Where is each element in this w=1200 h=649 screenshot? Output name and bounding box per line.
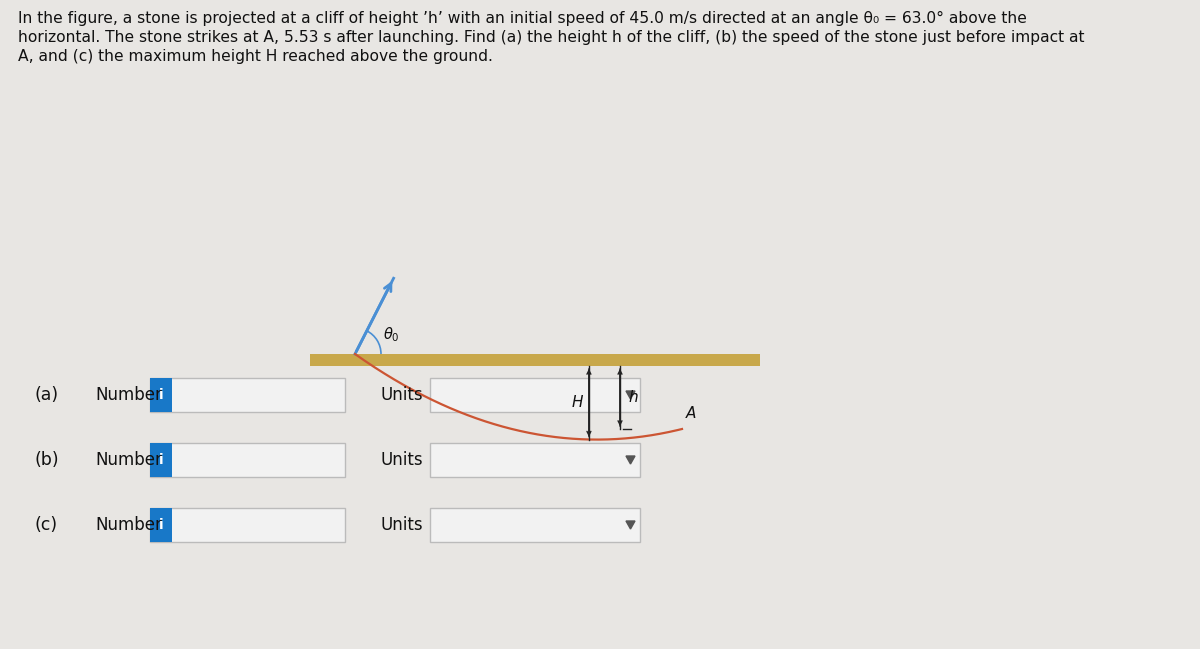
- Text: In the figure, a stone is projected at a cliff of height ’h’ with an initial spe: In the figure, a stone is projected at a…: [18, 11, 1027, 26]
- Bar: [150, 378, 172, 412]
- Text: Number: Number: [95, 386, 162, 404]
- Bar: [150, 443, 346, 477]
- Bar: [150, 378, 346, 412]
- Text: h: h: [628, 390, 637, 405]
- Bar: [150, 508, 172, 542]
- Text: horizontal. The stone strikes at A, 5.53 s after launching. Find (a) the height : horizontal. The stone strikes at A, 5.53…: [18, 30, 1085, 45]
- Bar: [430, 443, 640, 477]
- Text: H: H: [571, 395, 583, 410]
- Bar: [150, 508, 346, 542]
- Text: (b): (b): [35, 451, 60, 469]
- Text: (c): (c): [35, 516, 58, 534]
- Bar: [150, 443, 172, 477]
- Text: (a): (a): [35, 386, 59, 404]
- Text: i: i: [158, 453, 163, 467]
- Polygon shape: [626, 456, 635, 464]
- Polygon shape: [626, 521, 635, 529]
- Text: Units: Units: [380, 451, 422, 469]
- Text: $\theta_0$: $\theta_0$: [383, 325, 400, 344]
- Text: Number: Number: [95, 451, 162, 469]
- Text: A, and (c) the maximum height H reached above the ground.: A, and (c) the maximum height H reached …: [18, 49, 493, 64]
- Text: i: i: [158, 388, 163, 402]
- Bar: [310, 354, 760, 366]
- Bar: [430, 508, 640, 542]
- Text: Units: Units: [380, 516, 422, 534]
- Text: Units: Units: [380, 386, 422, 404]
- Text: i: i: [158, 518, 163, 532]
- Bar: [430, 378, 640, 412]
- Text: Number: Number: [95, 516, 162, 534]
- Polygon shape: [626, 391, 635, 399]
- Text: A: A: [686, 406, 696, 421]
